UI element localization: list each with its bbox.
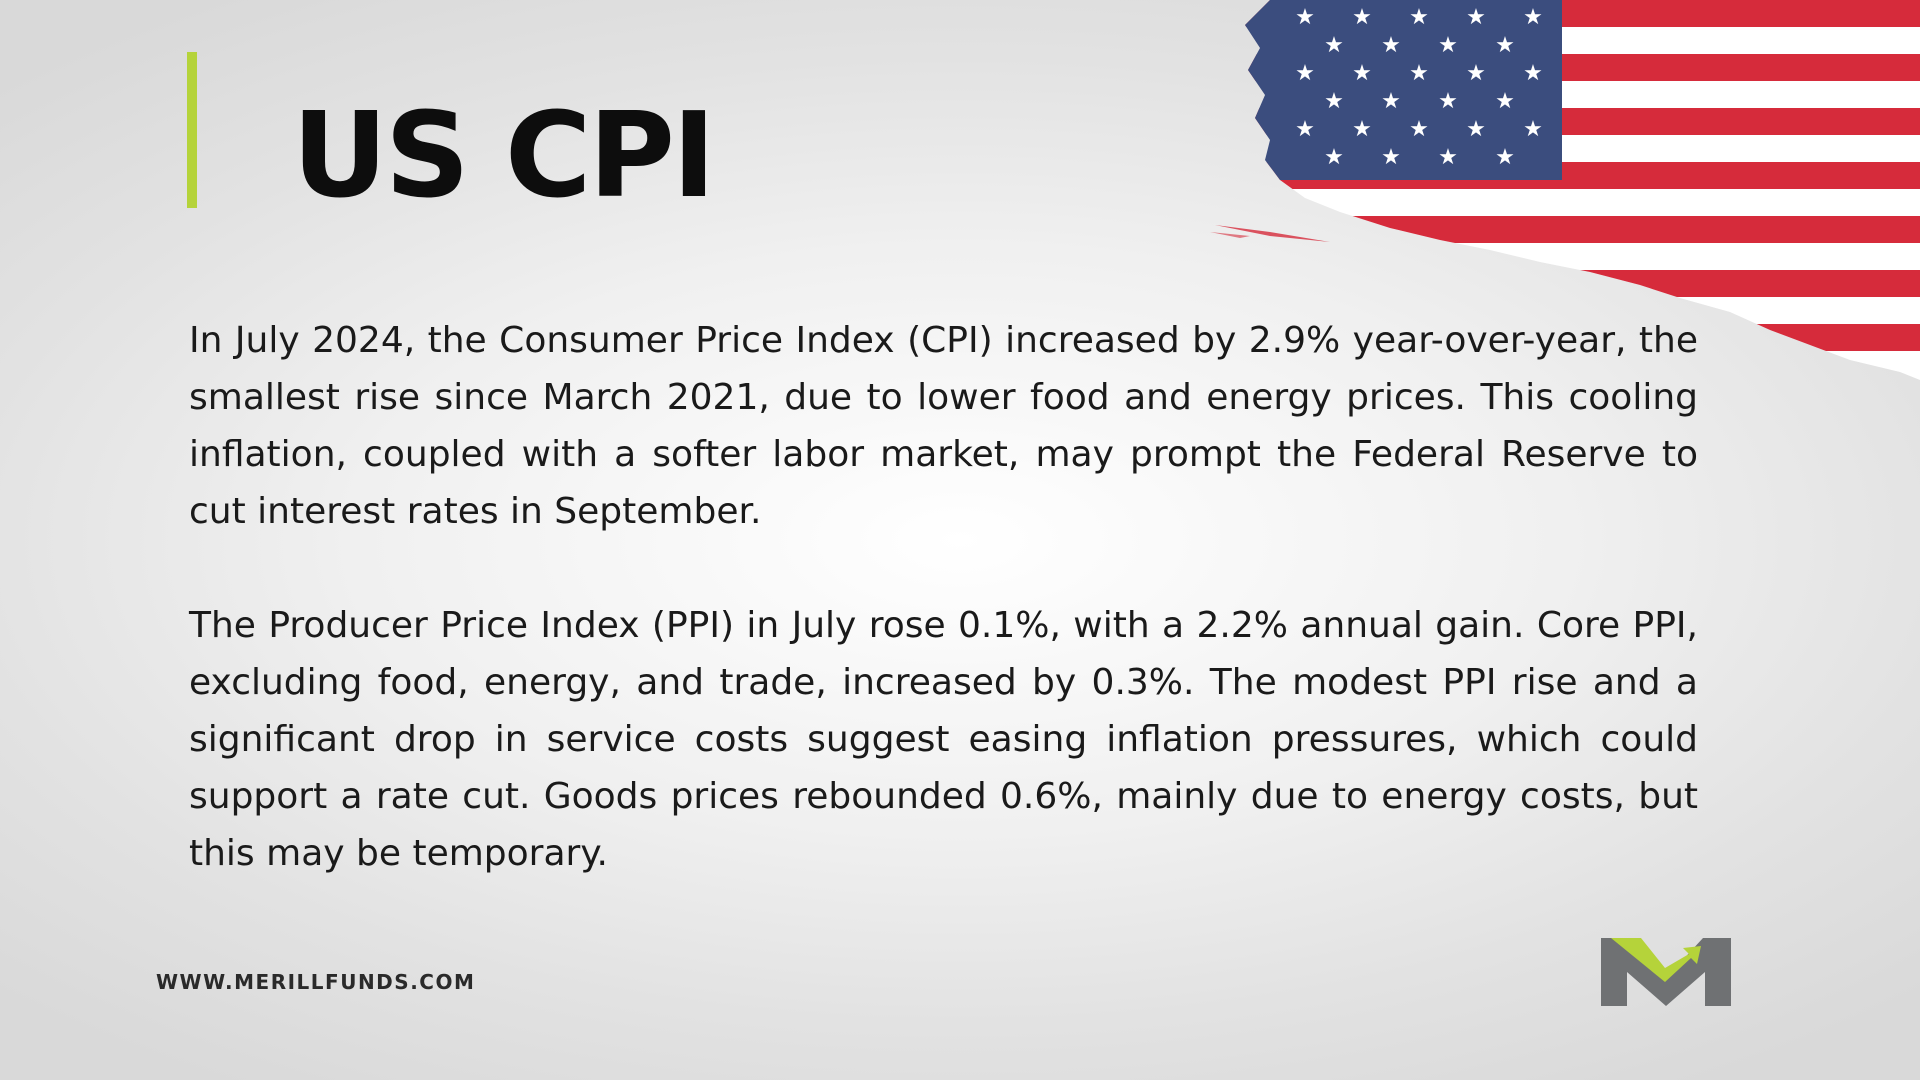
svg-text:★: ★ xyxy=(1466,61,1486,86)
svg-text:★: ★ xyxy=(1352,61,1372,86)
paragraph-cpi: In July 2024, the Consumer Price Index (… xyxy=(189,320,1698,532)
svg-text:★: ★ xyxy=(1466,5,1486,30)
svg-text:★: ★ xyxy=(1409,61,1429,86)
svg-text:★: ★ xyxy=(1438,145,1458,170)
svg-text:★: ★ xyxy=(1324,89,1344,114)
page-title: US CPI xyxy=(292,86,716,224)
svg-text:★: ★ xyxy=(1324,145,1344,170)
svg-text:★: ★ xyxy=(1523,5,1543,30)
svg-text:★: ★ xyxy=(1409,117,1429,142)
svg-text:★: ★ xyxy=(1352,117,1372,142)
svg-text:★: ★ xyxy=(1523,117,1543,142)
svg-text:★: ★ xyxy=(1495,89,1515,114)
svg-text:★: ★ xyxy=(1495,145,1515,170)
svg-text:★: ★ xyxy=(1466,117,1486,142)
svg-text:★: ★ xyxy=(1381,33,1401,58)
svg-text:★: ★ xyxy=(1295,61,1315,86)
svg-text:★: ★ xyxy=(1381,145,1401,170)
svg-text:★: ★ xyxy=(1352,5,1372,30)
svg-text:★: ★ xyxy=(1438,33,1458,58)
svg-text:★: ★ xyxy=(1495,33,1515,58)
svg-text:★: ★ xyxy=(1295,117,1315,142)
svg-text:★: ★ xyxy=(1295,5,1315,30)
title-accent-bar xyxy=(187,52,197,208)
svg-text:★: ★ xyxy=(1438,89,1458,114)
svg-text:★: ★ xyxy=(1523,61,1543,86)
svg-text:★: ★ xyxy=(1324,33,1344,58)
website-link[interactable]: WWW.MERILLFUNDS.COM xyxy=(156,970,476,994)
article-body: In July 2024, the Consumer Price Index (… xyxy=(189,312,1698,882)
merill-m-logo-icon xyxy=(1601,938,1731,1006)
paragraph-ppi: The Producer Price Index (PPI) in July r… xyxy=(189,605,1698,874)
svg-text:★: ★ xyxy=(1381,89,1401,114)
us-flag-icon: ★ ★ ★ ★ ★ ★ ★ ★ ★ ★ ★ ★ ★ ★ ★ ★ ★ ★ ★ ★ ★ ★ ★ ★ ★ ★ ★ xyxy=(1210,0,1920,380)
svg-text:★: ★ xyxy=(1409,5,1429,30)
